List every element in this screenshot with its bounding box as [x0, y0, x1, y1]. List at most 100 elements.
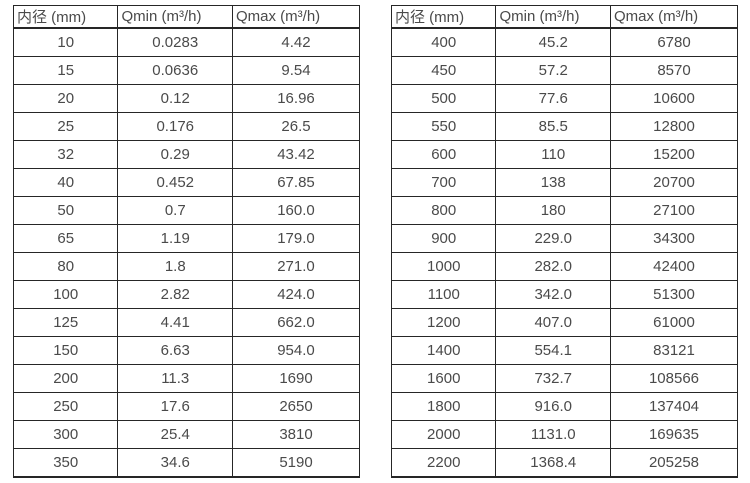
- table-row: 1200 407.0 61000: [390, 307, 738, 337]
- table-cell: 61000: [610, 307, 738, 337]
- table-cell: 800: [390, 196, 497, 225]
- table-cell: 450: [390, 56, 497, 86]
- table-cell: 169635: [610, 419, 738, 449]
- table-cell: 16.96: [232, 84, 360, 114]
- table-row: 1600 732.7 108566: [390, 363, 738, 393]
- table-cell: 1800: [390, 391, 497, 421]
- table-cell: 10600: [610, 84, 738, 114]
- table-row: 50 0.7 160.0: [12, 196, 360, 225]
- table-cell: 700: [390, 168, 497, 197]
- table-cell: 229.0: [495, 223, 611, 253]
- table-row: 800 180 27100: [390, 196, 738, 225]
- table-cell: 1690: [232, 363, 360, 393]
- column-header: 内径 (mm): [390, 5, 497, 29]
- table-cell: 1131.0: [495, 419, 611, 449]
- table-row: 125 4.41 662.0: [12, 307, 360, 337]
- table-row: 1800 916.0 137404: [390, 391, 738, 421]
- table-row: 2000 1131.0 169635: [390, 419, 738, 449]
- table-cell: 0.12: [117, 84, 233, 114]
- header-row: 内径 (mm) Qmin (m³/h) Qmax (m³/h): [12, 5, 360, 29]
- table-cell: 43.42: [232, 140, 360, 170]
- table-cell: 138: [495, 168, 611, 197]
- table-cell: 0.29: [117, 140, 233, 170]
- table-cell: 3810: [232, 419, 360, 449]
- table-cell: 34300: [610, 223, 738, 253]
- table-cell: 137404: [610, 391, 738, 421]
- table-row: 250 17.6 2650: [12, 391, 360, 421]
- table-cell: 4.41: [117, 307, 233, 337]
- table-cell: 350: [12, 447, 119, 478]
- table-row: 80 1.8 271.0: [12, 251, 360, 281]
- table-row: 1400 554.1 83121: [390, 335, 738, 365]
- table-cell: 2650: [232, 391, 360, 421]
- flow-table-small-diameters: 内径 (mm) Qmin (m³/h) Qmax (m³/h) 10 0.0283 4.4…: [12, 5, 360, 478]
- table-cell: 51300: [610, 279, 738, 309]
- table-cell: 42400: [610, 251, 738, 281]
- table-cell: 20: [12, 84, 119, 114]
- table-row: 1100 342.0 51300: [390, 279, 738, 309]
- table-cell: 0.452: [117, 168, 233, 197]
- table-cell: 179.0: [232, 223, 360, 253]
- table-row: 32 0.29 43.42: [12, 140, 360, 170]
- table-row: 350 34.6 5190: [12, 447, 360, 478]
- table-cell: 50: [12, 196, 119, 225]
- table-cell: 282.0: [495, 251, 611, 281]
- column-header: Qmax (m³/h): [232, 5, 360, 29]
- table-cell: 1600: [390, 363, 497, 393]
- table-cell: 40: [12, 168, 119, 197]
- table-row: 150 6.63 954.0: [12, 335, 360, 365]
- flow-table-large-diameters: 内径 (mm) Qmin (m³/h) Qmax (m³/h) 400 45.2 6780…: [390, 5, 738, 478]
- table-cell: 205258: [610, 447, 738, 478]
- table-row: 1000 282.0 42400: [390, 251, 738, 281]
- table-cell: 125: [12, 307, 119, 337]
- table-cell: 10: [12, 27, 119, 58]
- table-cell: 150: [12, 335, 119, 365]
- table-row: 100 2.82 424.0: [12, 279, 360, 309]
- table-cell: 15: [12, 56, 119, 86]
- column-header: 内径 (mm): [12, 5, 119, 29]
- table-cell: 6.63: [117, 335, 233, 365]
- table-cell: 900: [390, 223, 497, 253]
- table-row: 10 0.0283 4.42: [12, 27, 360, 58]
- table-cell: 45.2: [495, 27, 611, 58]
- table-row: 20 0.12 16.96: [12, 84, 360, 114]
- table-cell: 1400: [390, 335, 497, 365]
- table-row: 400 45.2 6780: [390, 27, 738, 58]
- column-header: Qmin (m³/h): [117, 5, 233, 29]
- table-cell: 25.4: [117, 419, 233, 449]
- table-cell: 0.176: [117, 112, 233, 142]
- table-row: 65 1.19 179.0: [12, 223, 360, 253]
- table-cell: 1368.4: [495, 447, 611, 478]
- table-row: 15 0.0636 9.54: [12, 56, 360, 86]
- table-cell: 11.3: [117, 363, 233, 393]
- table-cell: 34.6: [117, 447, 233, 478]
- table-cell: 180: [495, 196, 611, 225]
- table-row: 25 0.176 26.5: [12, 112, 360, 142]
- header-row: 内径 (mm) Qmin (m³/h) Qmax (m³/h): [390, 5, 738, 29]
- table-row: 200 11.3 1690: [12, 363, 360, 393]
- table-cell: 916.0: [495, 391, 611, 421]
- table-row: 450 57.2 8570: [390, 56, 738, 86]
- table-row: 600 110 15200: [390, 140, 738, 170]
- table-cell: 500: [390, 84, 497, 114]
- table-cell: 160.0: [232, 196, 360, 225]
- table-cell: 2000: [390, 419, 497, 449]
- table-cell: 20700: [610, 168, 738, 197]
- table-cell: 27100: [610, 196, 738, 225]
- table-cell: 57.2: [495, 56, 611, 86]
- table-row: 40 0.452 67.85: [12, 168, 360, 197]
- table-cell: 32: [12, 140, 119, 170]
- table-cell: 77.6: [495, 84, 611, 114]
- table-cell: 4.42: [232, 27, 360, 58]
- table-cell: 100: [12, 279, 119, 309]
- table-cell: 1100: [390, 279, 497, 309]
- table-cell: 1200: [390, 307, 497, 337]
- table-cell: 67.85: [232, 168, 360, 197]
- table-cell: 2200: [390, 447, 497, 478]
- table-cell: 342.0: [495, 279, 611, 309]
- table-row: 900 229.0 34300: [390, 223, 738, 253]
- table-cell: 732.7: [495, 363, 611, 393]
- table-row: 550 85.5 12800: [390, 112, 738, 142]
- table-cell: 65: [12, 223, 119, 253]
- table-row: 2200 1368.4 205258: [390, 447, 738, 478]
